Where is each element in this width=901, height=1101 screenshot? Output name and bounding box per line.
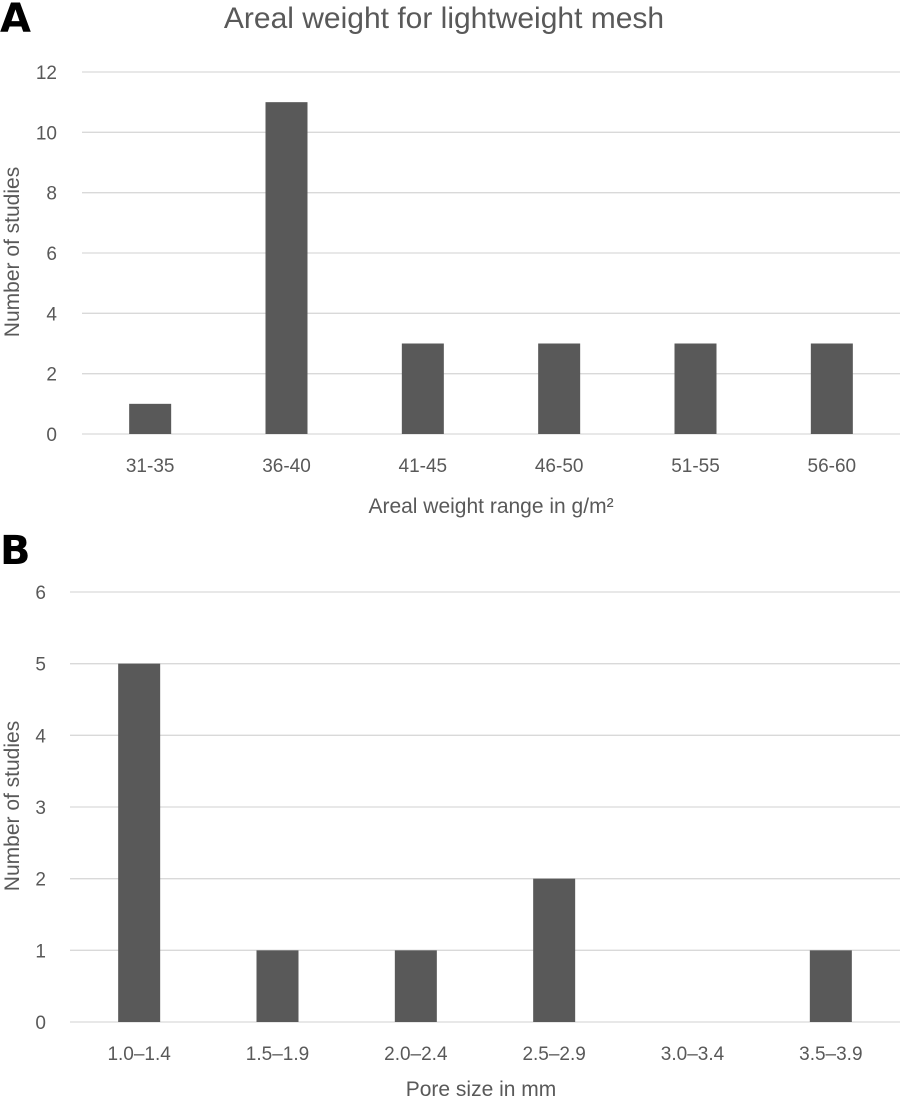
chart-a-x-tick-label: 46-50 [535, 456, 584, 477]
chart-b-bar-3 [394, 950, 437, 1022]
chart-a-y-tick-label: 8 [46, 184, 57, 205]
chart-a-x-tick-label: 31-35 [126, 456, 175, 477]
chart-b-y-tick-label: 3 [35, 798, 46, 819]
chart-b-x-tick-label: 2.0–2.4 [384, 1044, 448, 1065]
chart-b-bar-4 [533, 878, 576, 1022]
chart-b-y-tick-label: 6 [35, 583, 46, 604]
chart-b-x-tick-label: 1.0–1.4 [107, 1044, 171, 1065]
chart-a-bar-5 [674, 343, 717, 434]
chart-a-y-tick-label: 4 [46, 304, 57, 325]
chart-b-bar-6 [809, 950, 852, 1022]
panel-b-letter: B [0, 528, 31, 574]
chart-b-x-tick-label: 2.5–2.9 [522, 1044, 585, 1065]
chart-b-y-tick-label: 0 [35, 1013, 46, 1034]
chart-a-bar-1 [129, 403, 172, 434]
chart-b-gridlines [70, 591, 900, 1023]
chart-b-x-tick-label: 1.5–1.9 [246, 1044, 309, 1065]
chart-a-bar-4 [538, 343, 581, 434]
chart-b-y-axis-label: Number of studies [1, 721, 24, 891]
chart-b-x-tick-label: 3.0–3.4 [661, 1044, 725, 1065]
chart-b-x-tick-labels: 1.0–1.4 1.5–1.9 2.0–2.4 2.5–2.9 3.0–3.4 3.5–3… [107, 1044, 862, 1065]
chart-a-y-tick-label: 10 [36, 123, 57, 144]
chart-a-y-tick-label: 0 [46, 425, 57, 446]
chart-b-y-tick-labels: 0 1 2 3 4 5 6 [35, 583, 46, 1034]
chart-a-x-tick-label: 36-40 [262, 456, 311, 477]
chart-b-bar-2 [256, 950, 299, 1022]
chart-a-y-axis-label: Number of studies [1, 167, 24, 337]
chart-a-x-tick-label: 56-60 [808, 456, 857, 477]
chart-a-bars [129, 102, 853, 435]
chart-a-y-tick-label: 12 [36, 63, 57, 84]
chart-b-y-tick-label: 4 [35, 726, 46, 747]
chart-a-x-tick-label: 41-45 [399, 456, 448, 477]
chart-b-y-tick-label: 5 [35, 655, 46, 676]
chart-a-bar-3 [401, 343, 444, 434]
chart-b-y-tick-label: 2 [35, 870, 46, 891]
chart-b-x-axis-label: Pore size in mm [406, 1078, 557, 1101]
chart-a-x-tick-label: 51-55 [671, 456, 720, 477]
panel-a: A Areal weight for lightweight mesh 0246… [0, 0, 900, 518]
chart-a-gridlines [82, 71, 900, 435]
chart-b-bars [118, 663, 852, 1022]
chart-b-bar-1 [118, 663, 161, 1022]
chart-a-bar-2 [265, 102, 308, 435]
panel-b: B 0 1 2 3 4 5 6 1.0–1.4 1.5–1.9 2.0–2.4 2.5–2.9 3.… [0, 528, 900, 1101]
panel-a-letter: A [0, 0, 31, 42]
chart-a-x-tick-labels: 31-35 36-40 41-45 46-50 51-55 56-60 [126, 456, 856, 477]
chart-a-y-tick-label: 2 [46, 365, 57, 386]
chart-a-y-tick-label: 6 [46, 244, 57, 265]
chart-a-title: Areal weight for lightweight mesh [224, 2, 664, 35]
chart-b-x-tick-label: 3.5–3.9 [799, 1044, 862, 1065]
chart-a-y-tick-labels: 0 2 4 6 8 10 12 [36, 63, 58, 446]
chart-a-x-axis-label: Areal weight range in g/m² [368, 495, 613, 518]
chart-a-bar-6 [810, 343, 853, 434]
chart-b-y-tick-label: 1 [35, 941, 46, 962]
